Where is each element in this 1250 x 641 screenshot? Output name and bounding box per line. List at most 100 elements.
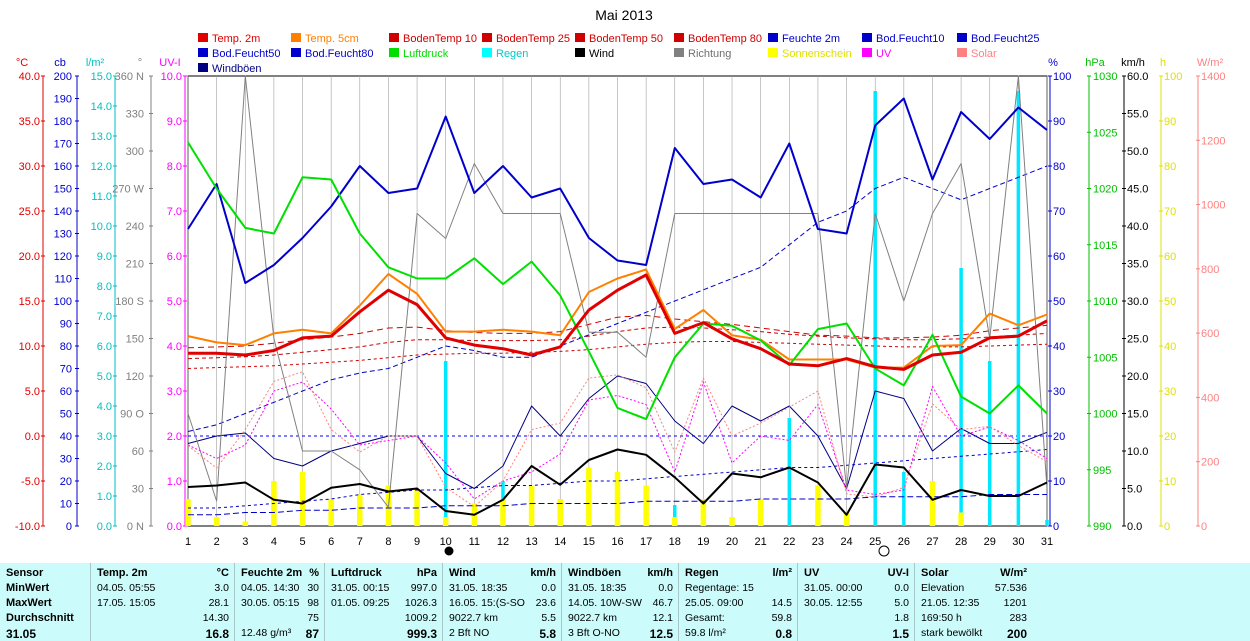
stats-label: 04.05. 05:55 <box>97 582 156 594</box>
axis-tick-label: 400 <box>1201 392 1219 404</box>
regen-bar <box>443 361 448 526</box>
axis-tick-label: 330 <box>126 109 144 121</box>
sonnenschein-bar <box>757 499 764 526</box>
legend-swatch <box>482 33 492 42</box>
axis-tick-label: 20.0 <box>1127 371 1148 383</box>
axis-tick-label: 70 <box>60 364 72 376</box>
axis-tick-label: 0.0 <box>97 521 112 533</box>
stats-unit: W/m² <box>1000 567 1027 579</box>
axis-tick-label: 35.0 <box>1127 259 1148 271</box>
stats-column: Sensor MinWert MaxWert Durchschnitt 31.05 <box>0 563 90 641</box>
axis-tick-label: 0.0 <box>1127 521 1142 533</box>
axis-tick-label: 10 <box>1053 476 1065 488</box>
sonnenschein-bar <box>557 499 563 526</box>
full-moon-icon <box>878 545 890 557</box>
x-axis: 1 2 3 4 5 6 7 8 9 10 11 12 13 14 15 16 17 18 19 20 21 22 23 24 2… <box>185 536 1053 548</box>
axis-tick-label: 80 <box>1053 161 1065 173</box>
weather-chart: Mai 2013 Temp. 2m Temp. 5cm BodenTemp 10 Bo… <box>15 7 1225 557</box>
axis-tick-label: 30 <box>132 484 144 496</box>
stats-label: MaxWert <box>6 597 52 609</box>
axis-tick-label: 5.0 <box>167 296 182 308</box>
axis-tick-label: -5.0 <box>21 476 40 488</box>
axis-tick-label: 9.0 <box>167 116 182 128</box>
legend-swatch <box>957 33 967 42</box>
x-tick-label: 20 <box>726 536 738 548</box>
legend-swatch <box>957 48 967 57</box>
axis-tick-label: 10.0 <box>161 71 182 83</box>
axis-tick-label: 60 <box>1164 251 1176 263</box>
axis-tick-label: 0 <box>66 521 72 533</box>
bod-feucht25-line <box>188 494 1047 516</box>
stats-label: 31.05. 18:35 <box>568 582 627 594</box>
sonnenschein-bar <box>700 499 707 526</box>
x-tick-label: 14 <box>554 536 566 548</box>
axis-tick-label: 15.0 <box>19 296 40 308</box>
x-tick-label: 27 <box>926 536 938 548</box>
legend-swatch <box>198 48 208 57</box>
axis-tick-label: 60 <box>1053 251 1065 263</box>
stats-value: 1026.3 <box>404 597 437 609</box>
stats-value: 1009.2 <box>404 612 437 624</box>
stats-label: Elevation <box>921 582 965 594</box>
axis-tick-label: 20 <box>1164 431 1176 443</box>
axis-tick-label: 1025 <box>1093 127 1117 139</box>
axis-tick-label: 40 <box>60 431 72 443</box>
sonnenschein-bar <box>213 517 220 526</box>
x-tick-label: 8 <box>385 536 391 548</box>
stats-header: Windböen <box>568 567 622 579</box>
x-tick-label: 23 <box>812 536 824 548</box>
axis-tick-label: 9.0 <box>97 251 112 263</box>
axis-tick-label: 4.0 <box>97 401 112 413</box>
stats-value: 1201 <box>1003 597 1027 609</box>
axis-tick-label: 180 S <box>115 296 144 308</box>
axis-tick-label: 20.0 <box>19 251 40 263</box>
axis-tick-label: 1000 <box>1093 409 1117 421</box>
temp-2m-line <box>188 273 1048 371</box>
legend-label: Solar <box>971 48 997 60</box>
axis-tick-label: 7.0 <box>97 311 112 323</box>
stats-value: 0.0 <box>658 582 673 594</box>
axis-tick-label: 0 N <box>127 521 144 533</box>
axis-tick-label: 2.0 <box>167 431 182 443</box>
axis-tick-label: 2.0 <box>97 461 112 473</box>
stats-header: Feuchte 2m <box>241 567 303 579</box>
stats-header: Wind <box>449 567 476 579</box>
sonnenschein-bar <box>672 517 678 526</box>
legend-label: Sonnenschein <box>782 48 852 60</box>
stats-column: Feuchte 2m% 04.05. 14:30 30 30.05. 05:15 98 7… <box>234 563 325 641</box>
sonnenschein-bar <box>815 485 821 526</box>
axis-tick-label: 10.0 <box>1127 446 1148 458</box>
stats-unit: hPa <box>416 567 437 579</box>
axis-tick-label: 1005 <box>1093 352 1117 364</box>
stats-label: Gesamt: <box>685 612 725 624</box>
regen-bar <box>873 91 877 526</box>
axis-tick-label: 25.0 <box>1127 334 1148 346</box>
axis-tick-label: 190 <box>54 94 72 106</box>
stats-value: 23.6 <box>535 597 556 609</box>
stats-value: 5.5 <box>541 612 556 624</box>
stats-label: 2 Bft NO <box>449 627 490 639</box>
axis-tick-label: 40.0 <box>1127 221 1148 233</box>
x-tick-label: 24 <box>840 536 852 548</box>
sonnenschein-bar <box>729 517 735 526</box>
axis-tick-label: 800 <box>1201 264 1219 276</box>
axis-tick-label: 70 <box>1053 206 1065 218</box>
axis-tick-label: 8.0 <box>97 281 112 293</box>
axis-tick-label: 3.0 <box>97 431 112 443</box>
stats-label: 30.05. 05:15 <box>241 597 300 609</box>
lines <box>187 75 1048 516</box>
stats-header: UV <box>804 567 820 579</box>
legend-label: Bod.Feucht10 <box>876 33 945 45</box>
stats-column: Solar W/m² Elevation 57.536 21.05. 12:35 1201… <box>914 563 1033 641</box>
stats-value: 14.30 <box>202 612 229 624</box>
axis-tick-label: 0.0 <box>25 431 40 443</box>
axis-tick-label: 6.0 <box>167 251 182 263</box>
x-tick-label: 3 <box>242 536 248 548</box>
x-tick-label: 6 <box>328 536 334 548</box>
axis-tick-label: 5.0 <box>25 386 40 398</box>
legend-label: Regen <box>496 48 528 60</box>
legend-label: Temp. 5cm <box>305 33 359 45</box>
legend-swatch <box>291 33 301 42</box>
axis-tick-label: 80 <box>1164 161 1176 173</box>
stats-unit: km/h <box>530 567 556 579</box>
